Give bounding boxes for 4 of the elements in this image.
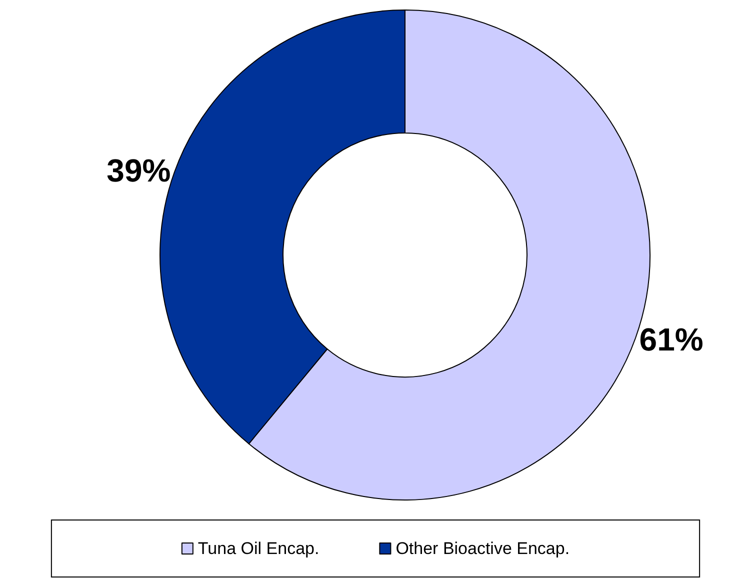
legend-label: Tuna Oil Encap. [198,539,320,558]
data-label: 39% [106,152,171,189]
data-label: 61% [639,321,704,358]
legend-label: Other Bioactive Encap. [396,539,570,558]
